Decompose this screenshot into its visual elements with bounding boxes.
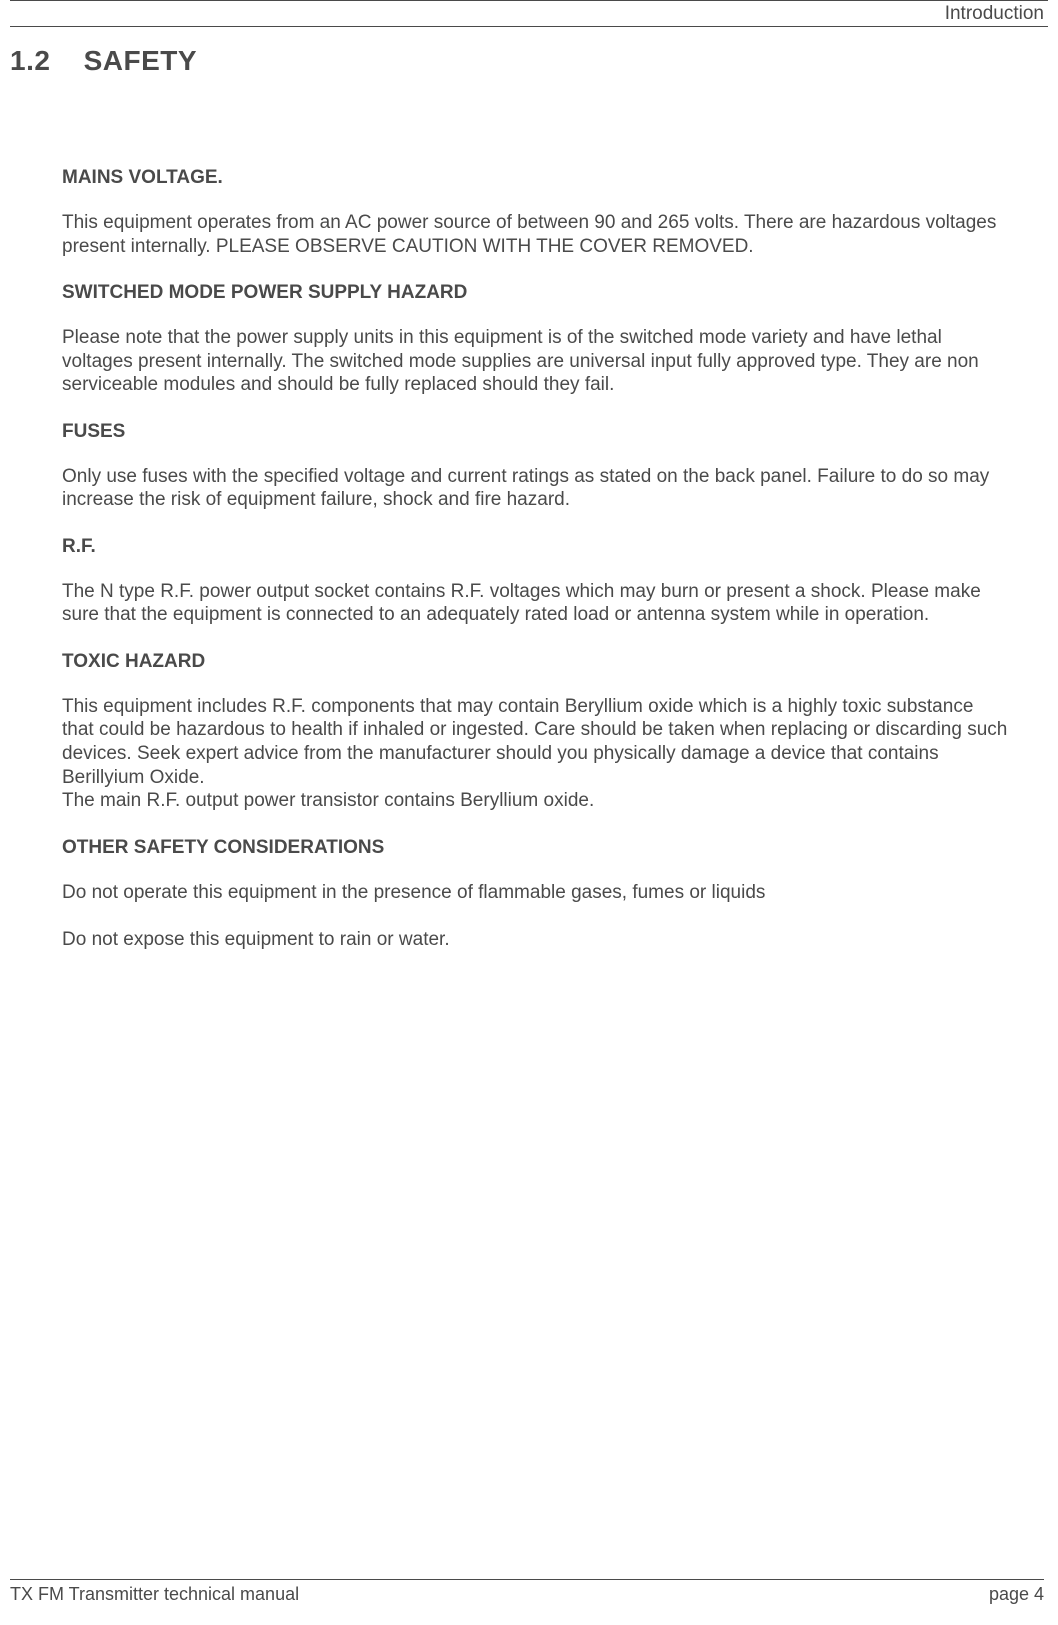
footer-row: TX FM Transmitter technical manual page … [10,1584,1044,1605]
subsection-heading: SWITCHED MODE POWER SUPPLY HAZARD [62,282,1010,304]
body-paragraph: This equipment includes R.F. components … [62,695,1010,813]
section-heading: 1.2 SAFETY [0,27,1058,77]
footer-page-number: page 4 [989,1584,1044,1605]
body-paragraph: This equipment operates from an AC power… [62,211,1010,258]
body-paragraph: Only use fuses with the specified voltag… [62,465,1010,512]
subsection-heading: FUSES [62,421,1010,443]
subsection-heading: TOXIC HAZARD [62,651,1010,673]
section-number: 1.2 [10,45,50,76]
section-title: SAFETY [84,45,197,76]
body-paragraph: Please note that the power supply units … [62,326,1010,397]
subsection-heading: OTHER SAFETY CONSIDERATIONS [62,837,1010,859]
footer-manual-title: TX FM Transmitter technical manual [10,1584,299,1605]
footer-rule [10,1579,1044,1580]
body-paragraph: Do not expose this equipment to rain or … [62,928,1010,952]
subsection-heading: MAINS VOLTAGE. [62,167,1010,189]
body-paragraph: The N type R.F. power output socket cont… [62,580,1010,627]
header-top-rule [10,0,1048,1]
body-content: MAINS VOLTAGE. This equipment operates f… [0,77,1020,952]
content-area: Introduction 1.2 SAFETY MAINS VOLTAGE. T… [0,0,1058,1579]
page-footer: TX FM Transmitter technical manual page … [0,1579,1058,1625]
header-chapter-label: Introduction [0,3,1058,26]
subsection-heading: R.F. [62,536,1010,558]
body-paragraph: Do not operate this equipment in the pre… [62,881,1010,905]
